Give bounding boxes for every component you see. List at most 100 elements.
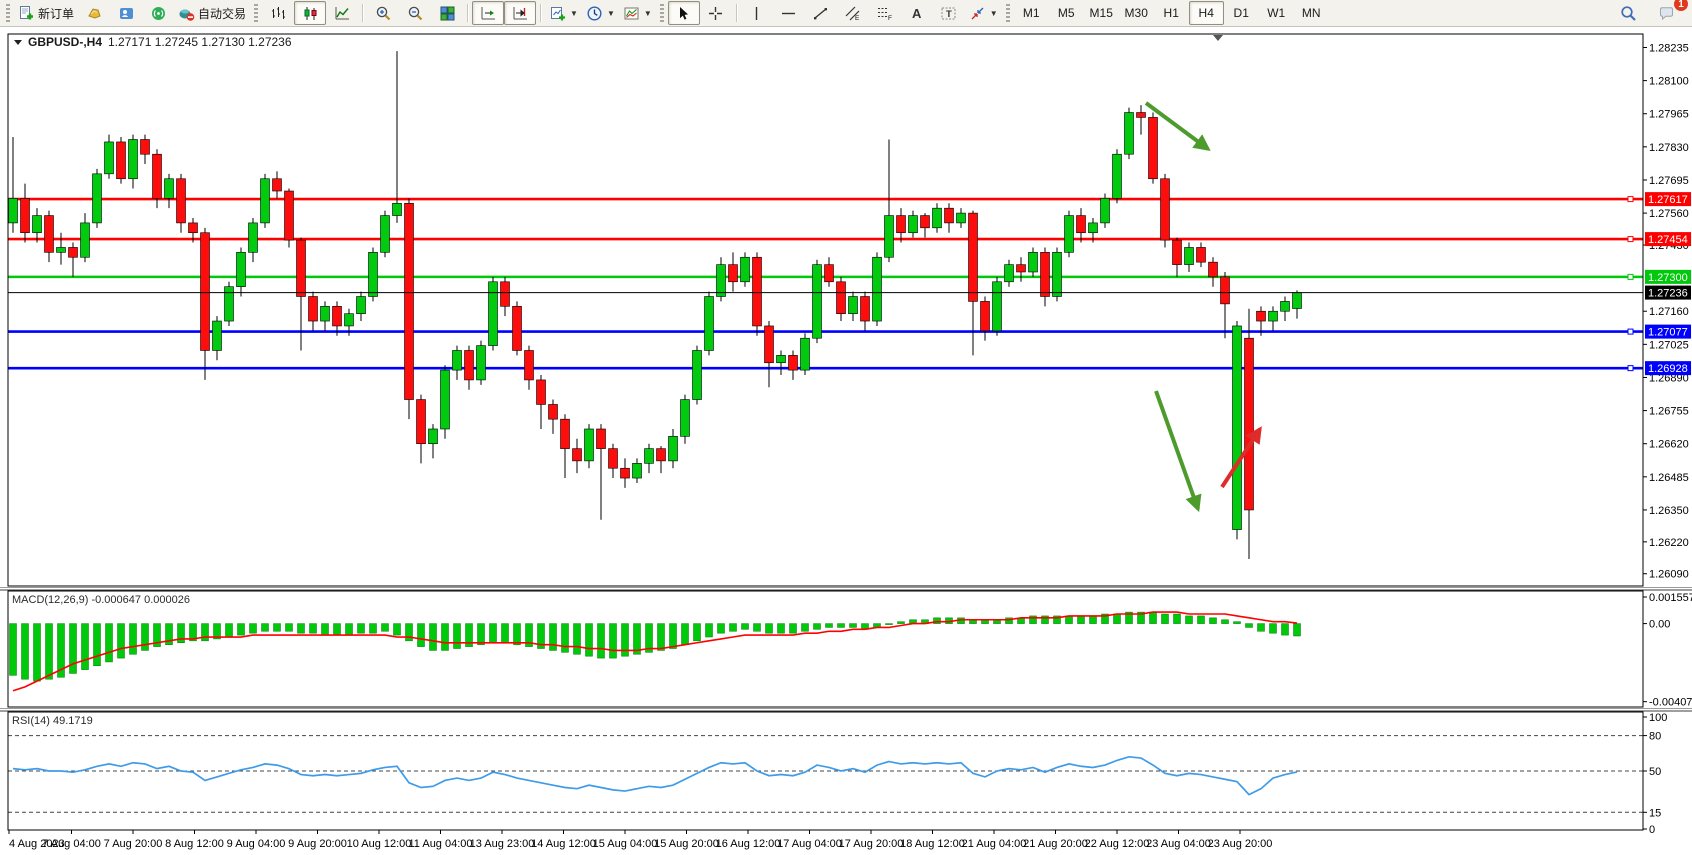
chat-button[interactable] bbox=[1650, 1, 1682, 25]
text-button[interactable]: A bbox=[901, 1, 933, 25]
zoom-in-button[interactable] bbox=[367, 1, 399, 25]
clock-icon bbox=[586, 5, 603, 22]
svg-text:1.28235: 1.28235 bbox=[1649, 42, 1689, 54]
rsi-pane: RSI(14) 49.1719 100 80 50 15 0 bbox=[7, 711, 1667, 836]
svg-text:21 Aug 04:00: 21 Aug 04:00 bbox=[962, 838, 1027, 850]
search-button[interactable] bbox=[1612, 1, 1644, 25]
toolbar-grip bbox=[1005, 4, 1010, 22]
chart-window: GBPUSD-,H4 1.27171 1.27245 1.27130 1.2723… bbox=[0, 27, 1692, 855]
tf-mn-label: MN bbox=[1301, 6, 1321, 20]
green-arrow-down-1[interactable] bbox=[1144, 101, 1211, 152]
price-axis-label: 1.27300 bbox=[1645, 269, 1691, 284]
svg-text:7 Aug 20:00: 7 Aug 20:00 bbox=[104, 838, 163, 850]
macd-pane: MACD(12,26,9) -0.000647 0.000026 0.001557… bbox=[7, 590, 1692, 709]
chart-shift-button[interactable] bbox=[504, 1, 537, 25]
new-chart-button[interactable]: ▼ bbox=[545, 1, 582, 25]
price-axis-label: 1.27454 bbox=[1645, 232, 1691, 247]
red-arrow-up[interactable] bbox=[1220, 426, 1262, 489]
tf-h1-button[interactable]: H1 bbox=[1154, 1, 1189, 25]
trendline-button[interactable] bbox=[805, 1, 837, 25]
tf-m15-button[interactable]: M15 bbox=[1084, 1, 1119, 25]
svg-text:9 Aug 04:00: 9 Aug 04:00 bbox=[227, 838, 286, 850]
svg-text:-0.004072: -0.004072 bbox=[1649, 697, 1692, 709]
chevron-down-icon[interactable]: ▼ bbox=[643, 8, 652, 18]
svg-text:1.26350: 1.26350 bbox=[1649, 505, 1689, 517]
autotrade-icon bbox=[178, 5, 195, 22]
chat-icon bbox=[1658, 5, 1675, 22]
svg-text:15 Aug 04:00: 15 Aug 04:00 bbox=[593, 838, 658, 850]
toolbar-separator bbox=[735, 4, 737, 22]
fibonacci-button[interactable]: F bbox=[869, 1, 901, 25]
svg-text:15: 15 bbox=[1649, 807, 1661, 819]
arrows-button[interactable]: ▼ bbox=[965, 1, 1002, 25]
svg-text:1.27560: 1.27560 bbox=[1649, 208, 1689, 220]
level-line-1.27454[interactable] bbox=[8, 236, 1643, 243]
crosshair-button[interactable] bbox=[700, 1, 732, 25]
macd-label: MACD(12,26,9) -0.000647 0.000026 bbox=[12, 594, 190, 606]
new-order-button[interactable]: 新订单 bbox=[14, 1, 78, 25]
tf-m5-button[interactable]: M5 bbox=[1049, 1, 1084, 25]
svg-text:14 Aug 12:00: 14 Aug 12:00 bbox=[531, 838, 596, 850]
zoom-out-icon bbox=[407, 5, 424, 22]
price-axis-label: 1.27236 bbox=[1645, 285, 1691, 300]
bars-icon bbox=[270, 5, 287, 22]
svg-text:7 Aug 04:00: 7 Aug 04:00 bbox=[42, 838, 101, 850]
toolbar-separator bbox=[467, 4, 469, 22]
toolbar-grip bbox=[659, 4, 664, 22]
text-label-button[interactable]: T bbox=[933, 1, 965, 25]
market-watch-button[interactable] bbox=[78, 1, 110, 25]
tf-m30-button[interactable]: M30 bbox=[1119, 1, 1154, 25]
auto-trading-button[interactable]: 自动交易 bbox=[174, 1, 250, 25]
cursor-button[interactable] bbox=[667, 1, 700, 25]
signals-button[interactable] bbox=[142, 1, 174, 25]
svg-text:1.27830: 1.27830 bbox=[1649, 142, 1689, 154]
chevron-down-icon[interactable]: ▼ bbox=[989, 8, 998, 18]
tf-d1-button[interactable]: D1 bbox=[1224, 1, 1259, 25]
zoom-out-button[interactable] bbox=[399, 1, 431, 25]
svg-text:15 Aug 20:00: 15 Aug 20:00 bbox=[654, 838, 719, 850]
tf-w1-button[interactable]: W1 bbox=[1259, 1, 1294, 25]
linechart-icon bbox=[334, 5, 351, 22]
level-line-1.27617[interactable] bbox=[8, 196, 1643, 203]
level-line-1.26928[interactable] bbox=[8, 365, 1643, 372]
vertical-line-button[interactable] bbox=[741, 1, 773, 25]
tf-m1-button[interactable]: M1 bbox=[1014, 1, 1049, 25]
chart-shift-marker-icon[interactable] bbox=[1213, 35, 1223, 41]
cursor-icon bbox=[675, 5, 692, 22]
svg-text:16 Aug 12:00: 16 Aug 12:00 bbox=[716, 838, 781, 850]
svg-text:0: 0 bbox=[1649, 824, 1655, 836]
equidistant-channel-button[interactable]: E bbox=[837, 1, 869, 25]
rsi-label: RSI(14) 49.1719 bbox=[12, 715, 93, 727]
templates-button[interactable]: ▼ bbox=[619, 1, 656, 25]
green-arrow-down-2[interactable] bbox=[1154, 390, 1202, 513]
candlestick-chart-button[interactable] bbox=[294, 1, 327, 25]
chart-canvas[interactable]: GBPUSD-,H4 1.27171 1.27245 1.27130 1.2723… bbox=[0, 27, 1692, 855]
horizontal-line-button[interactable] bbox=[773, 1, 805, 25]
tf-mn-button[interactable]: MN bbox=[1294, 1, 1329, 25]
tf-h4-button[interactable]: H4 bbox=[1188, 1, 1224, 25]
svg-text:1.26890: 1.26890 bbox=[1649, 372, 1689, 384]
search-icon bbox=[1620, 5, 1637, 22]
bar-chart-button[interactable] bbox=[262, 1, 294, 25]
horizontal-level-lines[interactable] bbox=[8, 196, 1643, 372]
period-selector-button[interactable]: ▼ bbox=[582, 1, 619, 25]
navigator-button[interactable] bbox=[110, 1, 142, 25]
svg-text:4 Aug 2023: 4 Aug 2023 bbox=[9, 838, 65, 850]
svg-text:0.001557: 0.001557 bbox=[1649, 592, 1692, 604]
chevron-down-icon[interactable]: ▼ bbox=[570, 8, 578, 18]
tile-windows-button[interactable] bbox=[431, 1, 463, 25]
chevron-down-icon[interactable]: ▼ bbox=[606, 8, 615, 18]
symbol-dropdown-icon[interactable] bbox=[14, 40, 22, 45]
level-line-1.27077[interactable] bbox=[8, 328, 1643, 335]
trend-icon bbox=[812, 5, 829, 22]
svg-text:17 Aug 20:00: 17 Aug 20:00 bbox=[839, 838, 904, 850]
new-order-label: 新订单 bbox=[38, 6, 75, 21]
tf-d1-label: D1 bbox=[1233, 6, 1249, 20]
auto-scroll-button[interactable] bbox=[472, 1, 505, 25]
macd-signal-line bbox=[12, 611, 1298, 692]
line-chart-button[interactable] bbox=[326, 1, 358, 25]
svg-text:100: 100 bbox=[1649, 712, 1667, 724]
price-axis[interactable]: 1.28235 1.28100 1.27965 1.27830 1.27695 1.275… bbox=[1643, 42, 1691, 581]
